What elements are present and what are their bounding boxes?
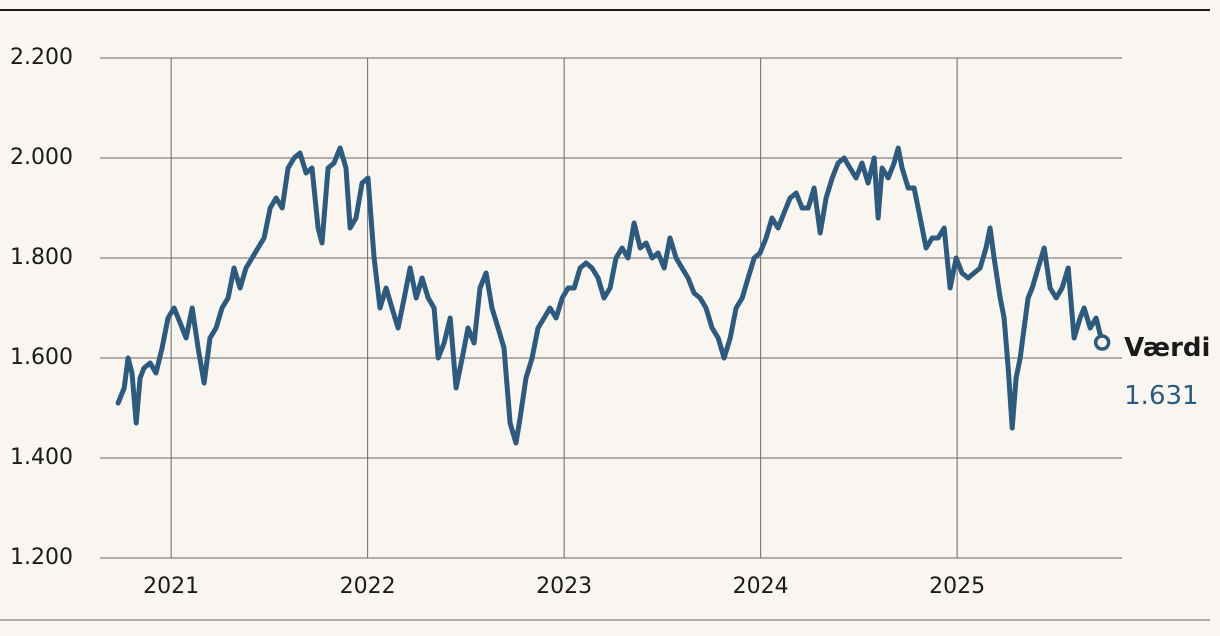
- y-tick-label: 1.400: [10, 445, 73, 470]
- line: [115, 145, 1105, 446]
- x-tick-label: 2023: [536, 574, 592, 599]
- y-tick-label: 2.000: [10, 145, 73, 170]
- y-tick-label: 2.200: [10, 45, 73, 70]
- y-tick-label: 1.800: [10, 245, 73, 270]
- x-tick-label: 2021: [143, 574, 199, 599]
- x-tick-label: 2022: [340, 574, 396, 599]
- series-label: Værdi: [1124, 333, 1210, 363]
- x-tick-label: 2025: [929, 574, 985, 599]
- y-tick-label: 1.600: [10, 345, 73, 370]
- end-marker: [1093, 334, 1111, 351]
- x-tick-label: 2024: [733, 574, 789, 599]
- y-tick-label: 1.200: [10, 545, 73, 570]
- value-label: 1.631: [1124, 381, 1198, 411]
